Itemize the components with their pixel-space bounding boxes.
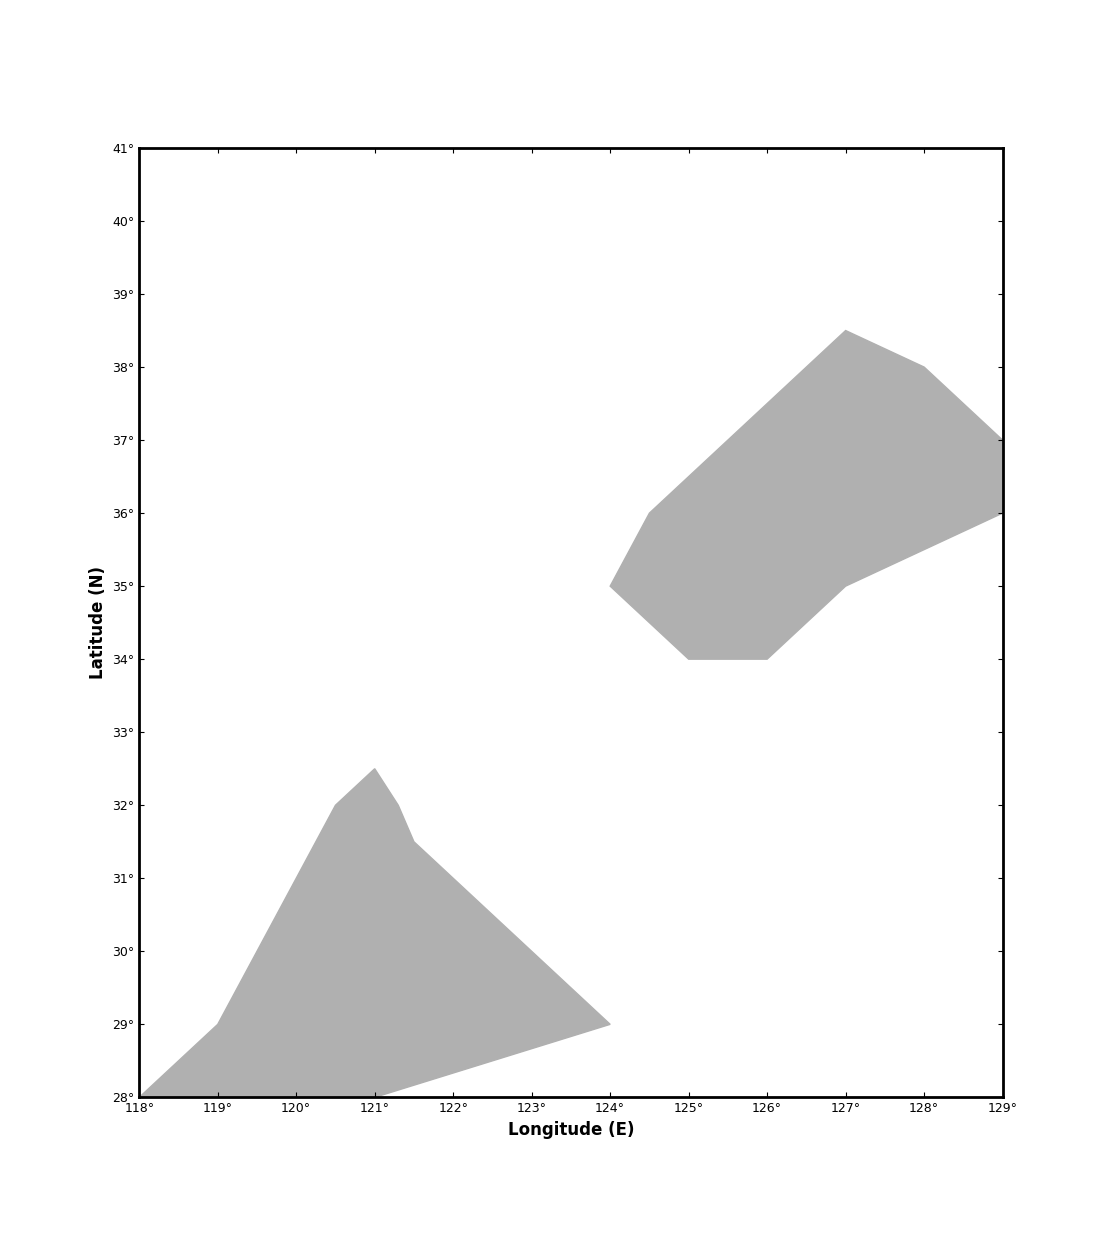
- X-axis label: Longitude (E): Longitude (E): [508, 1121, 634, 1139]
- Polygon shape: [610, 330, 1003, 660]
- Polygon shape: [139, 768, 610, 1097]
- Y-axis label: Latitude (N): Latitude (N): [89, 566, 107, 679]
